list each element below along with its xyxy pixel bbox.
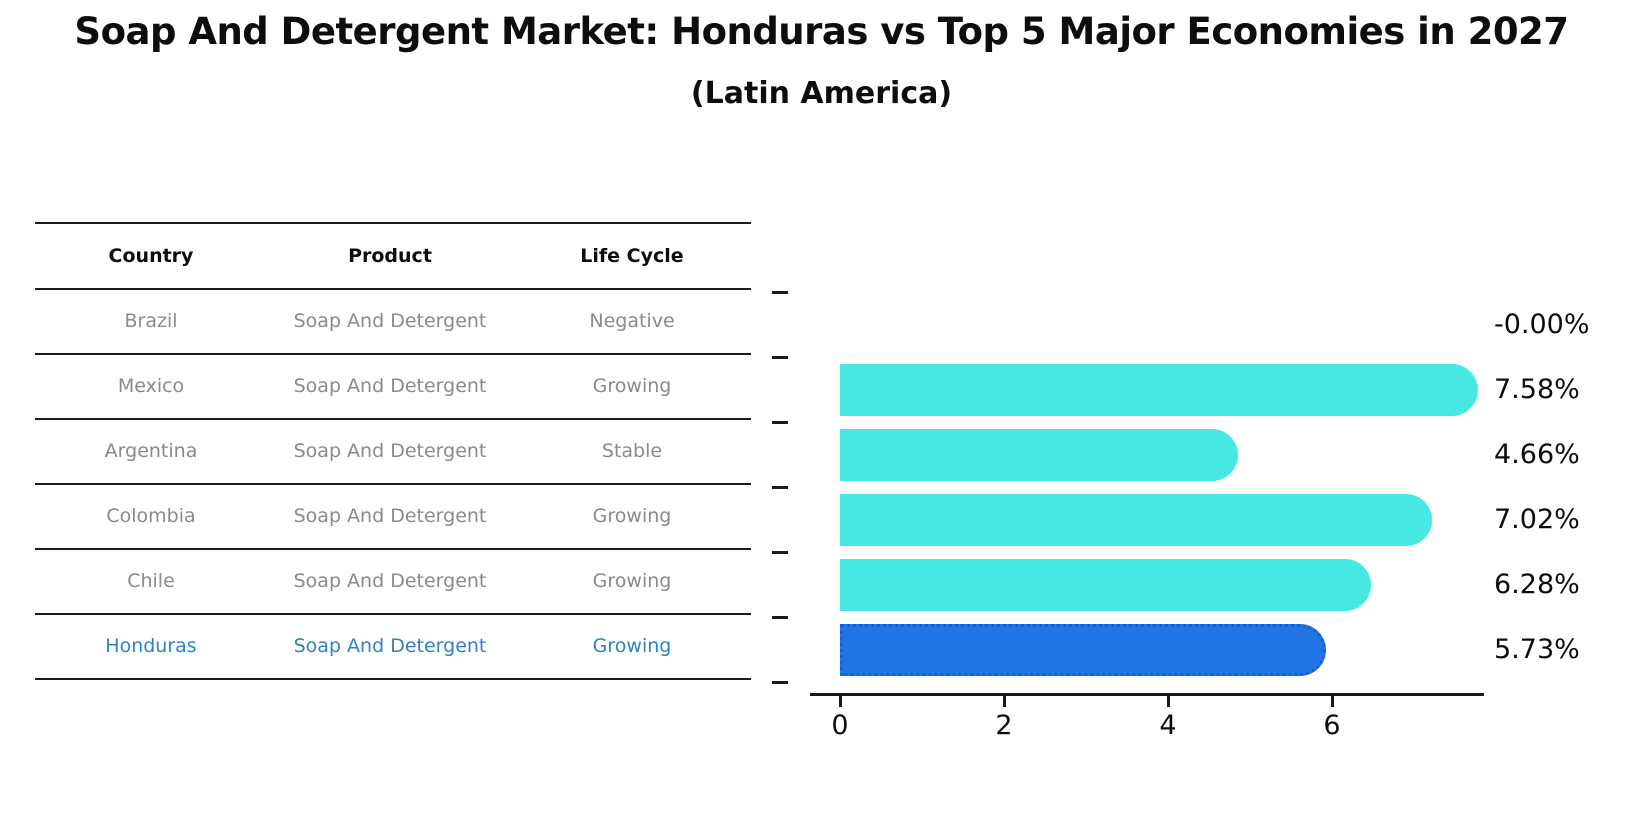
table-row: Brazil Soap And Detergent Negative: [35, 290, 751, 355]
x-tick-mark: [1167, 696, 1170, 707]
x-tick-label: 2: [995, 710, 1013, 741]
table-cell-product: Soap And Detergent: [293, 570, 487, 593]
table-cell-country: Mexico: [117, 375, 185, 398]
value-label-mexico: 7.58%: [1494, 374, 1580, 405]
country-table: Country Product Life Cycle Brazil Soap An…: [35, 222, 751, 680]
table-cell-product: Soap And Detergent: [293, 310, 487, 333]
bar-mexico: [840, 364, 1478, 416]
table-cell-product: Soap And Detergent: [293, 375, 487, 398]
table-cell-life-cycle: Growing: [592, 635, 672, 658]
table-header-product: Product: [348, 244, 432, 267]
value-label-chile: 6.28%: [1494, 569, 1580, 600]
y-tick-mark: [772, 616, 788, 619]
x-tick-label: 0: [831, 710, 849, 741]
value-label-honduras: 5.73%: [1494, 634, 1580, 665]
x-tick-mark: [839, 696, 842, 707]
y-tick-mark: [772, 291, 788, 294]
y-tick-mark: [772, 486, 788, 489]
y-tick-mark: [772, 681, 788, 684]
table-row: Argentina Soap And Detergent Stable: [35, 420, 751, 485]
table-row: Colombia Soap And Detergent Growing: [35, 485, 751, 550]
table-cell-life-cycle: Growing: [592, 505, 672, 528]
value-label-brazil: -0.00%: [1494, 309, 1590, 340]
table-header-row: Country Product Life Cycle: [35, 224, 751, 290]
y-tick-mark: [772, 356, 788, 359]
table-cell-country: Argentina: [104, 440, 198, 463]
table-cell-country: Brazil: [124, 310, 178, 333]
table-cell-product: Soap And Detergent: [293, 635, 487, 658]
table-cell-life-cycle: Stable: [601, 440, 663, 463]
table-row: Chile Soap And Detergent Growing: [35, 550, 751, 615]
x-tick-mark: [1331, 696, 1334, 707]
table-cell-life-cycle: Growing: [592, 570, 672, 593]
x-tick-mark: [1003, 696, 1006, 707]
table-row: Honduras Soap And Detergent Growing: [35, 615, 751, 680]
table-cell-product: Soap And Detergent: [293, 505, 487, 528]
table-row: Mexico Soap And Detergent Growing: [35, 355, 751, 420]
value-label-argentina: 4.66%: [1494, 439, 1580, 470]
table-cell-country: Colombia: [106, 505, 196, 528]
bar-colombia: [840, 494, 1432, 546]
chart-title: Soap And Detergent Market: Honduras vs T…: [74, 10, 1569, 53]
x-axis-line: [810, 693, 1484, 696]
table-body: Brazil Soap And Detergent Negative Mexico So…: [35, 290, 751, 680]
table-header-life-cycle: Life Cycle: [580, 244, 684, 267]
table-cell-life-cycle: Growing: [592, 375, 672, 398]
chart-subtitle: (Latin America): [690, 76, 953, 111]
y-tick-mark: [772, 421, 788, 424]
table-cell-country: Honduras: [105, 635, 197, 658]
bar-honduras-highlight: [840, 624, 1326, 676]
bar-chile: [840, 559, 1371, 611]
x-tick-label: 6: [1323, 710, 1341, 741]
table-header-country: Country: [108, 244, 194, 267]
value-label-colombia: 7.02%: [1494, 504, 1580, 535]
y-tick-mark: [772, 551, 788, 554]
table-cell-product: Soap And Detergent: [293, 440, 487, 463]
table-cell-life-cycle: Negative: [589, 310, 675, 333]
x-tick-label: 4: [1159, 710, 1177, 741]
bar-argentina: [840, 429, 1238, 481]
table-cell-country: Chile: [127, 570, 175, 593]
